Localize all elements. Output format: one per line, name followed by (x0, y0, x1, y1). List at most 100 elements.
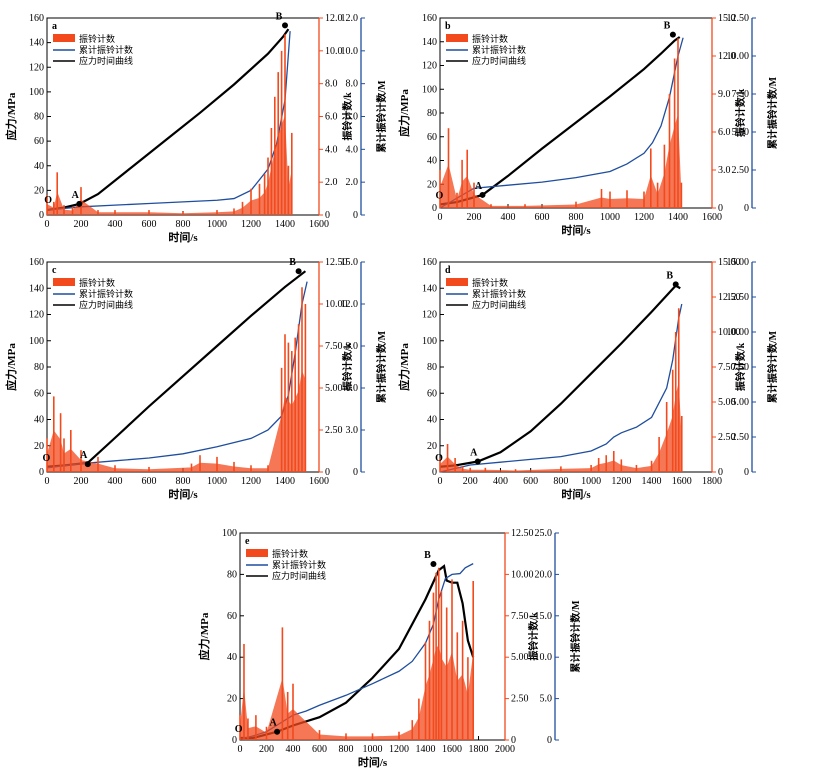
x-tick-label: 200 (74, 219, 89, 230)
point-marker (430, 561, 437, 568)
ring-axis-tick-label: 0 (718, 203, 723, 214)
cumulative-axis-tick-label: 2.0 (346, 177, 359, 188)
point-label: A (80, 450, 88, 461)
x-tick-label: 200 (74, 476, 89, 487)
ring-axis-tick-label: 2.50 (325, 425, 343, 436)
y-tick-label: 120 (422, 61, 437, 72)
cumulative-axis-tick-label: 25.0 (535, 528, 553, 539)
cumulative-axis-title: 累计振铃计数/M (766, 76, 779, 149)
ring-axis-title: 振铃计数/k (734, 88, 747, 137)
y-tick-label: 140 (422, 37, 437, 48)
legend-swatch-ring (446, 34, 468, 42)
ring-count-fill (440, 114, 682, 208)
panel-letter: b (445, 21, 451, 32)
x-tick-label: 1400 (416, 744, 436, 755)
cumulative-axis-tick-label: 10.00 (727, 327, 750, 338)
x-tick-label: 0 (238, 744, 243, 755)
ring-axis-title: 振铃计数/k (734, 342, 747, 391)
ring-axis-tick-label: 0 (718, 467, 723, 478)
x-axis-title: 时间/s (358, 755, 388, 769)
point-marker (84, 461, 91, 468)
cumulative-axis-tick-label: 0 (353, 210, 358, 221)
panel-d: 0 200 400 600 800 1000 1200 1400 1600 1800时间/s020… (397, 257, 779, 501)
x-tick-label: 1000 (363, 744, 383, 755)
x-tick-label: 800 (176, 476, 191, 487)
cumulative-axis-tick-label: 5.0 (540, 694, 553, 705)
x-tick-label: 400 (493, 476, 508, 487)
x-tick-label: 1800 (702, 476, 722, 487)
y-tick-label: 20 (427, 179, 437, 190)
x-tick-label: 600 (312, 744, 327, 755)
point-label: O (235, 724, 243, 735)
cumulative-axis-tick-label: 0 (744, 467, 749, 478)
y-tick-label: 20 (227, 694, 237, 705)
x-tick-label: 400 (108, 476, 123, 487)
y-tick-label: 80 (427, 108, 437, 119)
panel-letter: d (445, 265, 451, 276)
cumulative-axis-title: 累计振铃计数/M (766, 330, 779, 403)
x-tick-label: 0 (45, 219, 50, 230)
x-tick-label: 1600 (309, 476, 329, 487)
y-tick-label: 20 (34, 185, 44, 196)
legend-label: 累计振铃计数 (272, 559, 326, 570)
ring-axis-tick-label: 15.00 (718, 257, 741, 268)
x-axis-title: 时间/s (561, 223, 591, 237)
x-tick-label: 800 (176, 219, 191, 230)
cumulative-axis-title: 累计振铃计数/M (375, 80, 388, 153)
point-marker (295, 268, 302, 275)
cumulative-axis-title: 累计振铃计数/M (569, 600, 582, 673)
y-tick-label: 60 (227, 611, 237, 622)
x-tick-label: 600 (142, 219, 157, 230)
x-tick-label: 400 (286, 744, 301, 755)
x-tick-label: 800 (553, 476, 568, 487)
ring-axis-tick-label: 9.0 (718, 89, 731, 100)
ring-axis-tick-label: 2.50 (511, 694, 529, 705)
legend-swatch-ring (246, 549, 268, 557)
y-axis-title: 应力/MPa (4, 343, 18, 391)
point-label: B (424, 550, 431, 561)
cumulative-axis-tick-label: 3.0 (346, 425, 359, 436)
x-tick-label: 0 (438, 476, 443, 487)
y-tick-label: 60 (427, 132, 437, 143)
y-tick-label: 0 (39, 210, 44, 221)
x-tick-label: 1400 (668, 212, 688, 223)
y-tick-label: 20 (427, 441, 437, 452)
cumulative-axis-tick-label: 5.00 (732, 397, 750, 408)
legend-label: 累计振铃计数 (79, 44, 133, 55)
point-label: O (43, 453, 51, 464)
x-tick-label: 400 (501, 212, 516, 223)
point-marker (76, 200, 83, 207)
point-label: B (666, 270, 673, 281)
x-tick-label: 1200 (241, 476, 261, 487)
point-label: B (289, 257, 296, 268)
x-tick-label: 0 (438, 212, 443, 223)
ring-axis-tick-label: 2.0 (325, 177, 338, 188)
ring-count-bars (46, 34, 293, 215)
cumulative-axis-tick-label: 15.00 (727, 257, 750, 268)
x-tick-label: 1200 (634, 212, 654, 223)
y-tick-label: 60 (34, 136, 44, 147)
cumulative-axis-tick-label: 7.50 (732, 89, 750, 100)
y-tick-label: 140 (422, 283, 437, 294)
x-tick-label: 400 (108, 219, 123, 230)
y-tick-label: 0 (432, 467, 437, 478)
ring-axis-tick-label: 10.00 (325, 299, 348, 310)
ring-axis-tick-label: 7.50 (511, 611, 529, 622)
ring-axis-tick-label: 3.0 (718, 165, 731, 176)
point-marker (474, 458, 481, 465)
cumulative-axis-tick-label: 0 (744, 203, 749, 214)
x-tick-label: 1600 (672, 476, 692, 487)
ring-axis-title: 振铃计数/k (341, 92, 354, 141)
x-tick-label: 0 (45, 476, 50, 487)
point-label: B (664, 21, 671, 32)
point-marker (672, 281, 679, 288)
ring-axis-tick-label: 8.0 (325, 79, 338, 90)
panel-c: 0 200 400 600 800 1000 1200 1400 1600时间/s0204060… (4, 257, 388, 501)
x-tick-label: 1600 (442, 744, 462, 755)
ring-axis-tick-label: 12.0 (325, 13, 343, 24)
legend-label: 振铃计数 (79, 277, 115, 288)
ring-axis-tick-label: 6.0 (718, 127, 731, 138)
